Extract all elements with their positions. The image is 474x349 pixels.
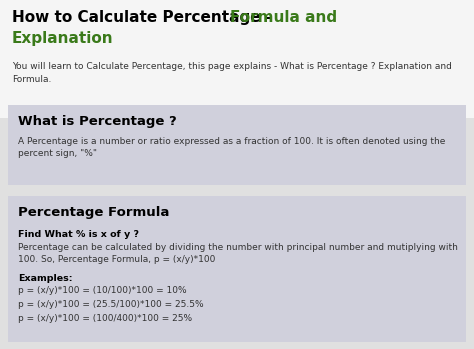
Text: Find What % is x of y ?: Find What % is x of y ? [18, 230, 139, 239]
Text: Percentage Formula: Percentage Formula [18, 206, 169, 219]
Text: Percentage can be calculated by dividing the number with principal number and mu: Percentage can be calculated by dividing… [18, 243, 458, 265]
Text: Examples:: Examples: [18, 274, 73, 283]
Text: p = (x/y)*100 = (100/400)*100 = 25%: p = (x/y)*100 = (100/400)*100 = 25% [18, 314, 192, 323]
Bar [8, 196, 466, 342]
Text: Formula and: Formula and [230, 10, 337, 25]
Text: p = (x/y)*100 = (25.5/100)*100 = 25.5%: p = (x/y)*100 = (25.5/100)*100 = 25.5% [18, 300, 204, 309]
Text: What is Percentage ?: What is Percentage ? [18, 115, 177, 128]
Bar [0, 0, 474, 118]
Text: p = (x/y)*100 = (10/100)*100 = 10%: p = (x/y)*100 = (10/100)*100 = 10% [18, 286, 187, 295]
Bar [8, 105, 466, 185]
Text: A Percentage is a number or ratio expressed as a fraction of 100. It is often de: A Percentage is a number or ratio expres… [18, 137, 446, 158]
Text: You will learn to Calculate Percentage, this page explains - What is Percentage : You will learn to Calculate Percentage, … [12, 62, 452, 83]
Text: Explanation: Explanation [12, 31, 114, 46]
Text: How to Calculate Percentage -: How to Calculate Percentage - [12, 10, 277, 25]
